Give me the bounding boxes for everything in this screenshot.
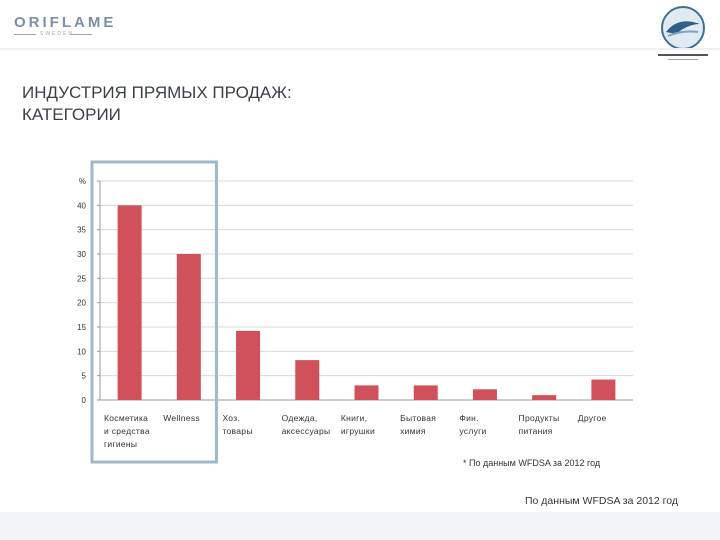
title-line-2: КАТЕГОРИИ [22,105,121,124]
source-note: По данным WFDSA за 2012 год [525,495,678,507]
x-tick-label: питания [518,426,553,436]
highlight-frame [90,160,218,464]
x-tick-label: игрушки [340,426,375,436]
x-tick-label: Фин. [459,413,479,423]
x-tick-label: химия [400,426,426,436]
y-tick-label: 10 [77,347,86,356]
bar-5 [413,385,438,400]
bar-8 [591,379,616,400]
header-divider [0,48,720,50]
y-tick-label: % [79,177,86,186]
y-tick-label: 0 [82,396,87,405]
oriflame-logo: ORIFLAME [14,14,117,31]
header-bar: ORIFLAME SWEDEN [0,0,720,60]
logo-line-right [70,34,92,35]
x-tick-label: Бытовая [400,413,437,423]
x-tick-label: Продукты [518,413,560,423]
bar-2 [236,330,261,400]
y-tick-label: 35 [77,226,86,235]
bar-3 [295,360,320,400]
slide-title: ИНДУСТРИЯ ПРЯМЫХ ПРОДАЖ: КАТЕГОРИИ [22,82,292,126]
x-tick-label: аксессуары [281,426,331,436]
bar-7 [532,395,557,400]
logo-line-left [14,34,36,35]
x-tick-label: Косметика [104,413,149,423]
bar-6 [472,389,497,400]
title-line-1: ИНДУСТРИЯ ПРЯМЫХ ПРОДАЖ: [22,83,292,102]
x-tick-label: Другое [577,413,607,423]
bar-0 [117,205,142,400]
x-tick-label: Wellness [163,413,200,423]
y-tick-label: 40 [77,201,86,210]
x-tick-label: гигиены [104,439,138,449]
x-tick-label: и средства [104,426,150,436]
y-tick-label: 25 [77,274,86,283]
bar-4 [354,385,379,400]
bar-1 [176,254,201,400]
x-tick-label: Одежда, [281,413,318,423]
x-tick-label: товары [222,426,253,436]
y-tick-label: 5 [82,372,87,381]
footnote: * По данным WFDSA за 2012 год [463,458,601,468]
x-tick-label: Хоз. [222,413,241,423]
bottom-band [0,512,720,540]
y-tick-label: 30 [77,250,86,259]
x-tick-label: услуги [459,426,487,436]
logo-subtitle: SWEDEN [40,31,74,37]
y-tick-label: 20 [77,299,86,308]
x-tick-label: Книги, [340,413,368,423]
y-tick-label: 15 [77,323,86,332]
partner-logo-icon [658,6,708,60]
